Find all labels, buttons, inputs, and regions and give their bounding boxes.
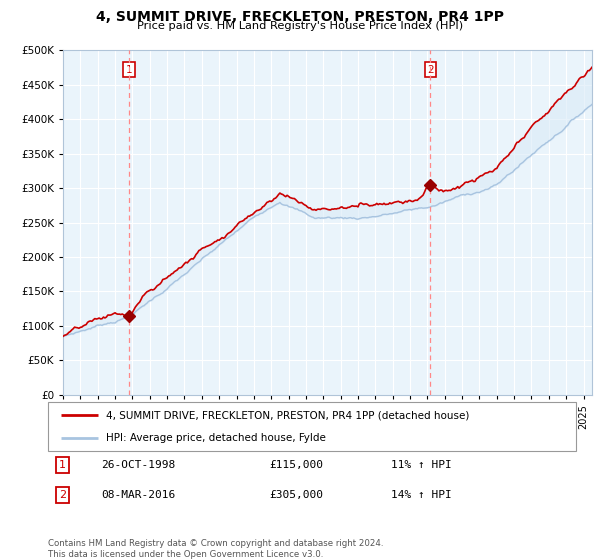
- Text: 1: 1: [59, 460, 66, 470]
- Text: 11% ↑ HPI: 11% ↑ HPI: [391, 460, 452, 470]
- Text: HPI: Average price, detached house, Fylde: HPI: Average price, detached house, Fyld…: [106, 433, 326, 444]
- Text: 26-OCT-1998: 26-OCT-1998: [101, 460, 175, 470]
- Text: 4, SUMMIT DRIVE, FRECKLETON, PRESTON, PR4 1PP (detached house): 4, SUMMIT DRIVE, FRECKLETON, PRESTON, PR…: [106, 410, 469, 421]
- Text: £115,000: £115,000: [270, 460, 324, 470]
- Text: 4, SUMMIT DRIVE, FRECKLETON, PRESTON, PR4 1PP: 4, SUMMIT DRIVE, FRECKLETON, PRESTON, PR…: [96, 10, 504, 24]
- Text: 2: 2: [59, 490, 67, 500]
- Text: £305,000: £305,000: [270, 490, 324, 500]
- Text: 08-MAR-2016: 08-MAR-2016: [101, 490, 175, 500]
- Text: Price paid vs. HM Land Registry's House Price Index (HPI): Price paid vs. HM Land Registry's House …: [137, 21, 463, 31]
- Text: 14% ↑ HPI: 14% ↑ HPI: [391, 490, 452, 500]
- Text: Contains HM Land Registry data © Crown copyright and database right 2024.
This d: Contains HM Land Registry data © Crown c…: [48, 539, 383, 559]
- Text: 1: 1: [126, 65, 133, 74]
- Text: 2: 2: [427, 65, 434, 74]
